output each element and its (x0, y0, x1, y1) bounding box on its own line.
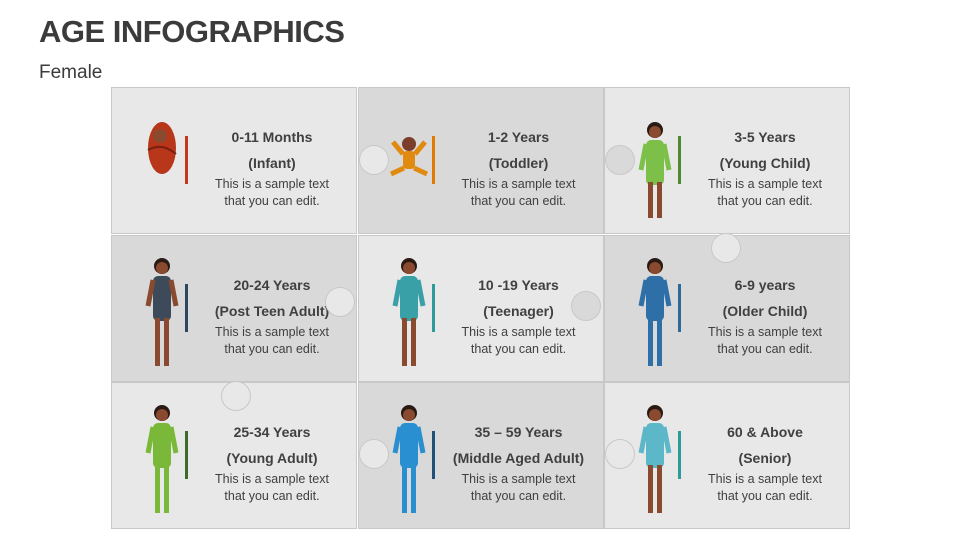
age-tile: 1-2 Years (Toddler) This is a sample tex… (357, 87, 604, 234)
age-range: 10 -19 Years (478, 276, 559, 293)
description-line-2: that you can edit. (224, 489, 320, 503)
description-line-2: that you can edit. (717, 489, 813, 503)
description-line-1: This is a sample text (708, 177, 822, 191)
puzzle-knob (325, 287, 355, 317)
puzzle-knob (711, 233, 741, 263)
accent-bar (678, 136, 681, 184)
age-tile: 35 – 59 Years (Middle Aged Adult) This i… (357, 382, 604, 529)
accent-bar (431, 283, 435, 332)
middle-aged-adult-icon (392, 405, 425, 513)
life-stage: (Senior) (738, 450, 792, 466)
description-line-1: This is a sample text (461, 324, 576, 339)
accent-bar (678, 283, 681, 332)
description-line-1: This is a sample text (708, 472, 822, 486)
accent-bar (431, 431, 435, 479)
tile-text: 60 & Above (Senior) This is a sample tex… (685, 419, 845, 505)
age-range: 25-34 Years (233, 424, 311, 440)
accent-bar (185, 136, 188, 184)
description-line-2: that you can edit. (717, 194, 813, 208)
description-line-2: that you can edit. (470, 194, 567, 208)
life-stage: (Teenager) (483, 302, 554, 319)
age-range: 6-9 years (734, 276, 796, 293)
life-stage: (Young Child) (719, 155, 811, 171)
age-tile: 0-11 Months (Infant) This is a sample te… (111, 87, 357, 234)
puzzle-knob (571, 291, 601, 321)
accent-bar (431, 136, 435, 184)
puzzle-knob (221, 381, 251, 411)
tile-text: 0-11 Months (Infant) This is a sample te… (192, 124, 352, 210)
young-adult-icon (145, 405, 179, 513)
puzzle-knob (359, 439, 389, 469)
accent-bar (185, 283, 188, 332)
age-range: 20-24 Years (233, 276, 311, 293)
life-stage: (Post Teen Adult) (214, 302, 330, 319)
age-tile: 20-24 Years (Post Teen Adult) This is a … (111, 234, 357, 382)
age-range: 3-5 Years (734, 129, 796, 145)
toddler-icon (389, 137, 428, 177)
page-subtitle: Female (39, 62, 103, 83)
age-range: 1-2 Years (487, 129, 550, 145)
tile-text: 20-24 Years (Post Teen Adult) This is a … (192, 272, 352, 358)
tile-text: 6-9 years (Older Child) This is a sample… (685, 272, 845, 358)
tile-text: 3-5 Years (Young Child) This is a sample… (685, 124, 845, 210)
age-range: 60 & Above (727, 424, 803, 440)
description-line-2: that you can edit. (224, 341, 320, 356)
description-line-2: that you can edit. (470, 489, 567, 503)
puzzle-knob (605, 145, 635, 175)
age-range: 0-11 Months (231, 129, 313, 145)
description-line-2: that you can edit. (224, 194, 320, 208)
tile-text: 35 – 59 Years (Middle Aged Adult) This i… (439, 419, 599, 505)
puzzle-knob (605, 439, 635, 469)
age-tile: 60 & Above (Senior) This is a sample tex… (604, 382, 850, 529)
page-title: AGE INFOGRAPHICS (39, 14, 345, 49)
description-line-1: This is a sample text (215, 177, 329, 191)
teenager-icon (392, 257, 425, 366)
life-stage: (Toddler) (488, 155, 549, 171)
tile-text: 1-2 Years (Toddler) This is a sample tex… (439, 124, 599, 210)
description-line-1: This is a sample text (708, 324, 822, 339)
life-stage: (Infant) (248, 155, 296, 171)
description-line-1: This is a sample text (215, 324, 329, 339)
puzzle-grid: 0-11 Months (Infant) This is a sample te… (111, 87, 850, 529)
description-line-2: that you can edit. (470, 341, 567, 356)
infant-icon (147, 122, 177, 174)
post-teen-adult-icon (145, 257, 179, 366)
accent-bar (678, 431, 681, 479)
age-tile: 10 -19 Years (Teenager) This is a sample… (357, 234, 604, 382)
age-tile: 3-5 Years (Young Child) This is a sample… (604, 87, 850, 234)
accent-bar (185, 431, 188, 479)
life-stage: (Middle Aged Adult) (452, 450, 585, 466)
description-line-2: that you can edit. (717, 341, 813, 356)
puzzle-knob (359, 145, 389, 175)
tile-text: 10 -19 Years (Teenager) This is a sample… (439, 272, 599, 358)
description-line-1: This is a sample text (461, 472, 576, 486)
life-stage: (Older Child) (722, 302, 808, 319)
age-range: 35 – 59 Years (474, 424, 563, 440)
older-child-icon (638, 257, 672, 366)
description-line-1: This is a sample text (215, 472, 329, 486)
young-child-icon (638, 122, 672, 218)
tile-text: 25-34 Years (Young Adult) This is a samp… (192, 419, 352, 505)
senior-icon (638, 405, 672, 513)
description-line-1: This is a sample text (461, 177, 576, 191)
life-stage: (Young Adult) (226, 450, 318, 466)
